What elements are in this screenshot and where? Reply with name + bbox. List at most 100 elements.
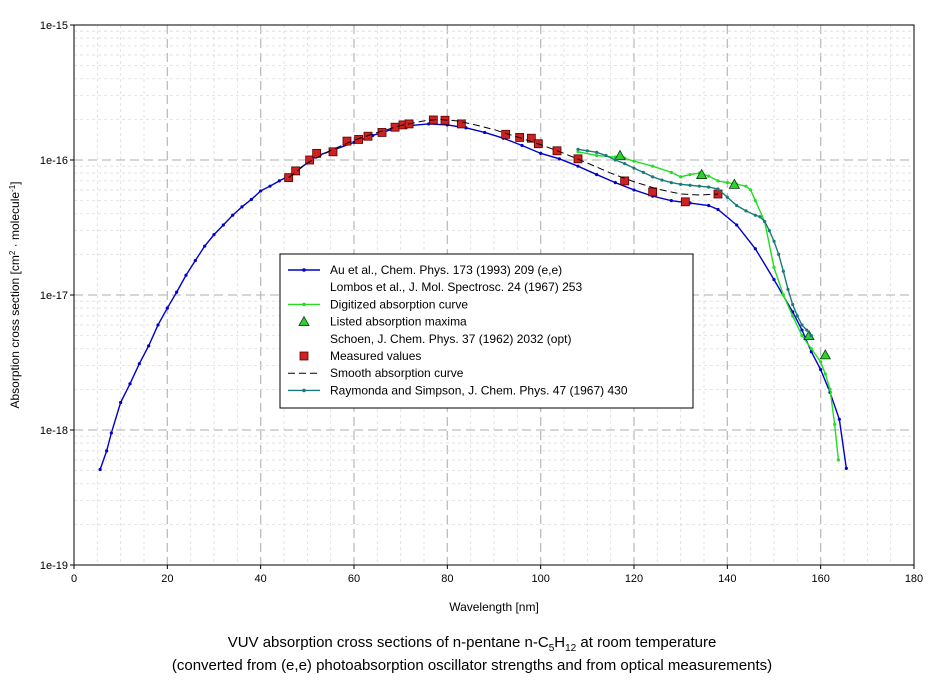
caption-line-1: VUV absorption cross sections of n-penta… [227, 634, 717, 654]
data-point [613, 181, 617, 185]
data-point [128, 382, 132, 386]
data-point [576, 164, 580, 168]
data-point [249, 197, 253, 202]
data-point [823, 372, 827, 376]
data-point [660, 178, 664, 182]
data-point [800, 328, 804, 332]
data-point [651, 175, 655, 179]
data-point [805, 328, 809, 332]
data-point [791, 302, 795, 307]
data-point-square [291, 166, 301, 176]
data-point [175, 290, 179, 294]
data-point [651, 164, 655, 168]
data-point-square [328, 147, 338, 157]
data-point [781, 293, 785, 297]
data-point [277, 179, 281, 183]
data-point-triangle [614, 149, 626, 160]
data-point [735, 223, 739, 227]
legend-label: Lombos et al., J. Mol. Spectrosc. 24 (19… [330, 280, 582, 294]
data-point [716, 187, 720, 191]
data-point [735, 203, 739, 208]
data-point [212, 233, 216, 237]
data-point [641, 170, 645, 174]
data-point-square [354, 135, 364, 144]
x-tick-label: 180 [905, 573, 923, 585]
y-tick-label: 1e-15 [40, 20, 68, 32]
y-tick-label: 1e-19 [40, 560, 68, 572]
legend-label: Schoen, J. Chem. Phys. 37 (1962) 2032 (o… [330, 332, 571, 346]
data-point [844, 466, 848, 470]
data-point [725, 181, 729, 185]
data-point [557, 157, 561, 161]
data-point [716, 179, 720, 183]
data-point [772, 278, 776, 282]
data-point [800, 323, 804, 327]
legend-label: Raymonda and Simpson, J. Chem. Phys. 47 … [330, 383, 628, 397]
legend-swatch-dot [302, 302, 306, 307]
data-point [595, 172, 599, 177]
axis-ticks: 0 20 40 60 80 100 120 140 160 180 1e-19 1e-18 1e-17 1… [40, 20, 923, 585]
data-point [767, 228, 771, 233]
data-point [679, 182, 683, 186]
data-point [520, 143, 524, 148]
data-point [604, 153, 608, 158]
series-6 [576, 147, 813, 338]
data-point [669, 199, 673, 203]
data-point [156, 323, 160, 327]
legend-label: Digitized absorption curve [330, 297, 468, 311]
data-point [725, 195, 729, 199]
legend-label: Measured values [330, 349, 421, 363]
data-point [763, 219, 767, 224]
x-axis-title: Wavelength [nm] [449, 600, 539, 614]
legend-label: Smooth absorption curve [330, 366, 464, 380]
data-point-square [377, 128, 387, 137]
data-point [669, 170, 673, 174]
data-point [744, 184, 748, 188]
x-tick-label: 100 [531, 573, 549, 585]
data-point [697, 184, 701, 188]
data-point-square [526, 133, 536, 143]
data-point-square [342, 136, 352, 146]
data-point [716, 207, 720, 212]
series-line [577, 148, 812, 337]
legend-label: Listed absorption maxima [330, 315, 467, 329]
legend-swatch-triangle [298, 315, 310, 327]
legend-swatch-dot [302, 268, 306, 272]
data-point [679, 175, 683, 179]
data-point [632, 166, 636, 170]
series-4 [284, 115, 723, 207]
data-point [632, 188, 636, 192]
data-point-square [305, 155, 315, 165]
data-point-square [456, 119, 466, 129]
data-point [772, 239, 776, 243]
data-point [165, 306, 169, 310]
data-point [193, 258, 197, 263]
chart: 0 20 40 60 80 100 120 140 160 180 1e-19 1e-18 1e-17 1… [8, 20, 924, 614]
data-point [772, 265, 776, 270]
data-point [791, 314, 795, 318]
data-point [539, 151, 543, 155]
y-tick-label: 1e-18 [40, 425, 68, 437]
legend-swatch-dot [302, 388, 306, 393]
legend-label: Au et al., Chem. Phys. 173 (1993) 209 (e… [330, 263, 562, 277]
data-point-square [620, 176, 630, 186]
data-point [777, 252, 781, 256]
caption-line-2: (converted from (e,e) photoabsorption os… [171, 657, 773, 674]
data-point [595, 153, 599, 158]
data-point [786, 287, 790, 292]
data-point [795, 314, 799, 318]
data-point [753, 247, 757, 251]
data-point [632, 159, 636, 163]
data-point [240, 205, 244, 209]
y-tick-label: 1e-17 [40, 290, 68, 302]
x-tick-label: 0 [71, 573, 77, 585]
series-5 [288, 118, 719, 196]
data-point [98, 467, 102, 472]
series-line [288, 118, 719, 196]
data-point [758, 215, 762, 219]
data-point [119, 400, 123, 405]
x-tick-label: 160 [811, 573, 829, 585]
data-point [707, 174, 711, 178]
data-point [576, 150, 580, 154]
data-point-triangle [819, 349, 832, 360]
